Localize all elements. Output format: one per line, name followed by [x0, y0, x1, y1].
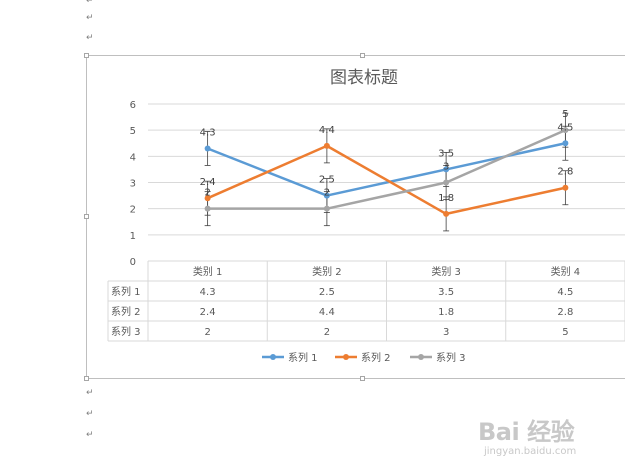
data-label: 3.5 — [438, 148, 454, 159]
table-row-label: 系列 3 — [111, 325, 141, 338]
data-label: 4.3 — [200, 127, 216, 138]
paragraph-mark: ↵ — [86, 409, 94, 419]
data-point — [443, 179, 450, 186]
paragraph-mark: ↵ — [86, 430, 94, 440]
table-cell: 4.4 — [319, 307, 335, 318]
table-row-label: 系列 1 — [111, 285, 141, 298]
table-cell: 2 — [324, 327, 330, 338]
data-point — [443, 166, 450, 173]
data-label: 1.8 — [438, 193, 454, 204]
y-tick-label: 2 — [130, 205, 136, 216]
table-cell: 3 — [443, 327, 449, 338]
x-category-label: 类别 4 — [551, 265, 581, 278]
data-point — [204, 145, 211, 152]
table-cell: 4.5 — [557, 287, 573, 298]
resize-handle-bottom-left[interactable] — [84, 376, 89, 381]
chart-title: 图表标题 — [330, 68, 398, 88]
x-category-label: 类别 2 — [312, 265, 342, 278]
line-chart: 图表标题 0 1 2 3 4 5 6 类别 1 类别 2 类别 3 类别 4 系列 1 4.3 2.5 3.5… — [107, 68, 625, 364]
legend-label: 系列 1 — [288, 351, 318, 364]
data-label: 3 — [443, 162, 449, 173]
table-row-label: 系列 2 — [111, 305, 141, 318]
paragraph-mark: ↵ — [86, 388, 94, 398]
legend-marker — [418, 354, 424, 360]
table-cell: 2.4 — [200, 307, 216, 318]
legend-marker — [270, 354, 276, 360]
data-point — [323, 192, 330, 199]
resize-handle-left[interactable] — [84, 214, 89, 219]
y-tick-label: 6 — [130, 100, 136, 111]
series-line-1 — [207, 142, 566, 197]
y-tick-label: 0 — [130, 257, 136, 268]
series-line-2 — [207, 144, 566, 216]
table-cell: 1.8 — [438, 307, 454, 318]
data-point — [323, 205, 330, 212]
data-point — [323, 142, 330, 149]
resize-handle-top-left[interactable] — [84, 53, 89, 58]
data-label: 2.8 — [557, 167, 573, 178]
table-cell: 2.5 — [319, 287, 335, 298]
paragraph-mark: ↵ — [86, 13, 94, 23]
y-tick-label: 5 — [130, 126, 136, 137]
data-label: 2 — [324, 188, 330, 199]
data-label: 5 — [562, 109, 568, 120]
data-label: 2 — [204, 188, 210, 199]
legend-label: 系列 2 — [361, 351, 391, 364]
data-point — [562, 127, 569, 134]
y-tick-label: 3 — [130, 179, 136, 190]
baidu-jingyan-watermark: Bai 经验 jingyan.baidu.com — [478, 412, 618, 462]
data-point — [204, 205, 211, 212]
watermark-url: jingyan.baidu.com — [484, 446, 577, 457]
resize-handle-bottom[interactable] — [360, 376, 365, 381]
y-tick-label: 1 — [130, 231, 136, 242]
watermark-logo: Bai 经验 — [478, 418, 575, 446]
table-cell: 2 — [204, 327, 210, 338]
data-label: 2.5 — [319, 175, 335, 186]
data-label: 2.4 — [200, 177, 216, 188]
table-cell: 3.5 — [438, 287, 454, 298]
table-cell: 2.8 — [557, 307, 573, 318]
table-cell: 5 — [562, 327, 568, 338]
data-label: 4.5 — [557, 122, 573, 133]
chart-object[interactable]: 图表标题 0 1 2 3 4 5 6 类别 1 类别 2 类别 3 类别 4 系列 1 4.3 2.5 3.5… — [86, 55, 625, 379]
data-point — [562, 140, 569, 147]
data-label: 4.4 — [319, 125, 335, 136]
legend-marker — [343, 354, 349, 360]
resize-handle-top[interactable] — [360, 53, 365, 58]
data-point — [562, 184, 569, 191]
y-tick-label: 4 — [130, 152, 136, 163]
series-line-3 — [207, 129, 566, 210]
paragraph-mark: ↵ — [86, 0, 94, 6]
x-category-label: 类别 1 — [193, 265, 223, 278]
x-category-label: 类别 3 — [431, 265, 461, 278]
data-point — [204, 195, 211, 202]
paragraph-mark: ↵ — [86, 33, 94, 43]
table-cell: 4.3 — [200, 287, 216, 298]
legend-label: 系列 3 — [436, 351, 466, 364]
data-point — [443, 210, 450, 217]
